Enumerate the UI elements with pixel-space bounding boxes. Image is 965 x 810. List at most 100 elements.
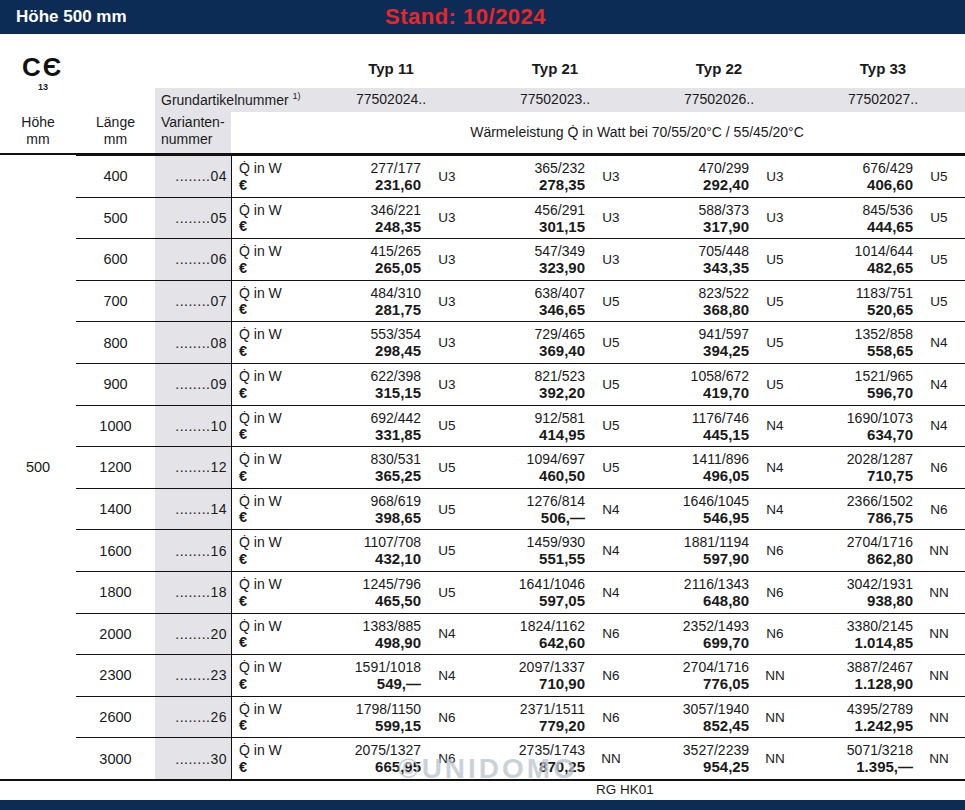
type-cell: 2366/1502786,75N6 xyxy=(801,489,965,530)
availability-code: U5 xyxy=(749,239,801,280)
laenge-header-line2: mm xyxy=(76,131,155,148)
q-in-w-label: Q̇ in W xyxy=(239,451,309,467)
output-price-cell: 2704/1716776,05 xyxy=(637,655,749,696)
article-number: 77502024.. xyxy=(309,91,473,107)
price-value: 551,55 xyxy=(473,550,585,567)
row-content: 2300 ........23 Q̇ in W € 1591/1018549,—… xyxy=(76,654,965,696)
watt-output-value: 547/349 xyxy=(473,243,585,259)
variantennummer-value: ........18 xyxy=(155,572,231,613)
base-article-number-row: Grundartikelnummer 1) 77502024.. 7750202… xyxy=(155,88,965,112)
price-value: 520,65 xyxy=(801,301,913,318)
watt-output-value: 1058/672 xyxy=(637,368,749,384)
q-in-w-label: Q̇ in W xyxy=(239,659,309,675)
price-value: 870,25 xyxy=(473,758,585,775)
variantennummer-value: ........08 xyxy=(155,322,231,363)
availability-code: U3 xyxy=(585,198,637,239)
output-price-cell: 692/442331,85 xyxy=(309,406,421,447)
hoehe-spacer-cell xyxy=(0,321,76,363)
q-in-w-label: Q̇ in W xyxy=(239,534,309,550)
type-cell: 2097/1337710,90N6 xyxy=(473,655,637,696)
watt-output-value: 1411/896 xyxy=(637,451,749,467)
price-value: 665,95 xyxy=(309,758,421,775)
price-list-page: Höhe 500 mm Stand: 10/2024 CЄ 13 Typ 11 … xyxy=(0,0,965,810)
table-row: 2600 ........26 Q̇ in W € 1798/1150599,1… xyxy=(0,696,965,738)
euro-label: € xyxy=(239,509,309,525)
row-measure-labels: Q̇ in W € xyxy=(231,406,309,447)
row-measure-labels: Q̇ in W € xyxy=(231,364,309,405)
output-price-cell: 2116/1343648,80 xyxy=(637,572,749,613)
row-content: 500 ........05 Q̇ in W € 346/221248,35U3… xyxy=(76,197,965,239)
watt-output-value: 2097/1337 xyxy=(473,659,585,675)
type-cell: 2704/1716862,80NN xyxy=(801,530,965,571)
laenge-value: 1400 xyxy=(76,489,155,530)
hoehe-spacer-cell xyxy=(0,280,76,322)
laenge-value: 1800 xyxy=(76,572,155,613)
euro-label: € xyxy=(239,343,309,359)
availability-code: U5 xyxy=(585,364,637,405)
availability-code: N4 xyxy=(749,489,801,530)
availability-code: N6 xyxy=(585,697,637,738)
hoehe-spacer-cell xyxy=(0,696,76,738)
article-number: 77502026.. xyxy=(637,91,801,107)
type-cell: 2028/1287710,75N6 xyxy=(801,447,965,488)
base-article-number-label: Grundartikelnummer 1) xyxy=(161,91,301,108)
row-content: 2000 ........20 Q̇ in W € 1383/885498,90… xyxy=(76,613,965,655)
variantennummer-value: ........10 xyxy=(155,406,231,447)
type-cell: 1824/1162642,60N6 xyxy=(473,614,637,655)
euro-label: € xyxy=(239,468,309,484)
bottom-bar xyxy=(0,800,965,810)
watt-output-value: 2075/1327 xyxy=(309,742,421,758)
availability-code: U5 xyxy=(913,156,965,197)
type-cell: 2116/1343648,80N6 xyxy=(637,572,801,613)
type-cell: 1383/885498,90N4 xyxy=(309,614,473,655)
price-value: 248,35 xyxy=(309,218,421,235)
price-value: 1.014,85 xyxy=(801,634,913,651)
hoehe-spacer-cell xyxy=(0,405,76,447)
type-cell: 1459/930551,55N4 xyxy=(473,530,637,571)
base-article-number-text: Grundartikelnummer xyxy=(161,92,289,108)
price-value: 460,50 xyxy=(473,467,585,484)
page-title: Höhe 500 mm xyxy=(16,0,127,34)
table-row: 500 ........05 Q̇ in W € 346/221248,35U3… xyxy=(0,197,965,239)
price-value: 546,95 xyxy=(637,509,749,526)
table-row: 900 ........09 Q̇ in W € 622/398315,15U3… xyxy=(0,363,965,405)
availability-code: NN xyxy=(913,697,965,738)
output-price-cell: 1591/1018549,— xyxy=(309,655,421,696)
price-value: 642,60 xyxy=(473,634,585,651)
availability-code: U3 xyxy=(421,281,473,322)
watt-output-value: 729/465 xyxy=(473,326,585,342)
availability-code: N6 xyxy=(913,447,965,488)
output-price-cell: 1058/672419,70 xyxy=(637,364,749,405)
type-cell: 1245/796465,50U5 xyxy=(309,572,473,613)
row-measure-labels: Q̇ in W € xyxy=(231,738,309,779)
price-value: 498,90 xyxy=(309,634,421,651)
type-cell: 588/373317,90U3 xyxy=(637,198,801,239)
price-value: 482,65 xyxy=(801,259,913,276)
output-price-cell: 2735/1743870,25 xyxy=(473,738,585,779)
type-cell: 1352/858558,65N4 xyxy=(801,322,965,363)
variantennummer-value: ........06 xyxy=(155,239,231,280)
ce-mark-icon: CЄ xyxy=(22,52,63,83)
q-in-w-label: Q̇ in W xyxy=(239,493,309,509)
q-in-w-label: Q̇ in W xyxy=(239,243,309,259)
variant-header-line2: nummer xyxy=(161,131,231,148)
availability-code: N4 xyxy=(913,406,965,447)
type-cell: 547/349323,90U3 xyxy=(473,239,637,280)
row-content: 1800 ........18 Q̇ in W € 1245/796465,50… xyxy=(76,571,965,613)
price-value: 346,65 xyxy=(473,301,585,318)
hoehe-spacer-cell xyxy=(0,571,76,613)
availability-code: U5 xyxy=(421,530,473,571)
price-value: 506,— xyxy=(473,509,585,526)
watt-output-value: 705/448 xyxy=(637,243,749,259)
output-price-cell: 1107/708432,10 xyxy=(309,530,421,571)
watt-output-value: 3042/1931 xyxy=(801,576,913,592)
price-value: 558,65 xyxy=(801,342,913,359)
availability-code: N4 xyxy=(585,489,637,530)
price-value: 1.395,— xyxy=(801,758,913,775)
price-value: 317,90 xyxy=(637,218,749,235)
watt-output-value: 5071/3218 xyxy=(801,742,913,758)
price-value: 392,20 xyxy=(473,384,585,401)
table-row: 1800 ........18 Q̇ in W € 1245/796465,50… xyxy=(0,571,965,613)
type-cell: 823/522368,80U5 xyxy=(637,281,801,322)
row-measure-labels: Q̇ in W € xyxy=(231,614,309,655)
